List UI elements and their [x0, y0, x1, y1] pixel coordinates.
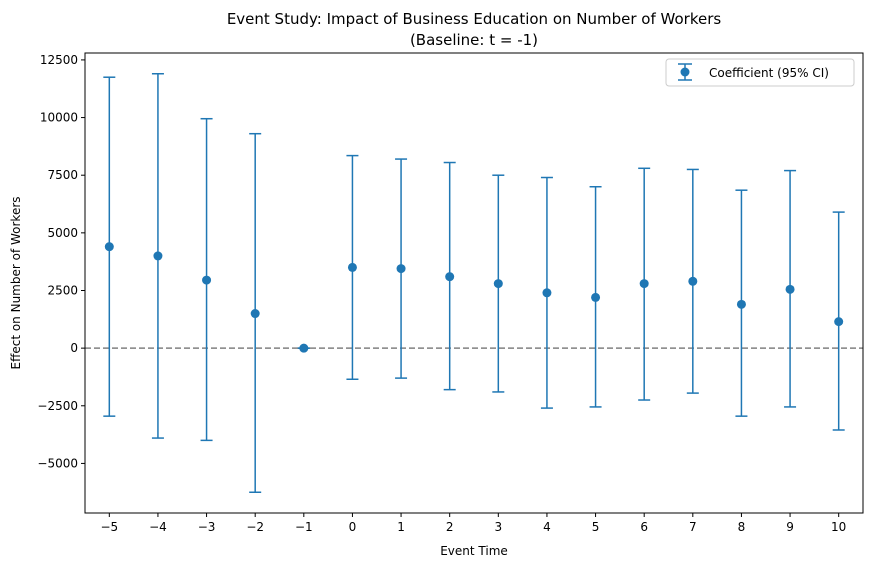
x-tick-label: 7	[689, 520, 697, 534]
x-tick-label: 10	[831, 520, 846, 534]
x-tick-label: −3	[198, 520, 216, 534]
y-tick-label: 7500	[47, 168, 78, 182]
x-tick-label: 8	[738, 520, 746, 534]
data-point	[153, 251, 163, 261]
x-tick-label: 2	[446, 520, 454, 534]
data-point	[493, 279, 503, 289]
legend-label: Coefficient (95% CI)	[709, 66, 829, 80]
x-tick-label: 0	[349, 520, 357, 534]
data-point	[785, 284, 795, 294]
y-tick-label: 12500	[40, 53, 78, 67]
x-tick-label: −1	[295, 520, 313, 534]
x-tick-label: −4	[149, 520, 167, 534]
y-tick-label: 5000	[47, 226, 78, 240]
y-tick-label: 2500	[47, 283, 78, 297]
data-point	[736, 299, 746, 309]
x-axis-label: Event Time	[440, 544, 508, 558]
y-tick-label: −5000	[37, 456, 78, 470]
plot-frame	[84, 52, 864, 514]
x-tick-label: 6	[640, 520, 648, 534]
x-tick-label: −2	[246, 520, 264, 534]
data-point	[542, 288, 552, 298]
x-tick-label: 9	[786, 520, 794, 534]
data-point	[639, 279, 649, 289]
legend-box	[665, 58, 855, 87]
chart-title: Event Study: Impact of Business Educatio…	[227, 10, 722, 28]
data-point	[445, 272, 455, 282]
data-point	[250, 309, 260, 319]
data-point	[396, 264, 406, 274]
y-axis-label: Effect on Number of Workers	[9, 196, 23, 369]
x-tick-label: 1	[397, 520, 405, 534]
y-tick-label: 10000	[40, 111, 78, 125]
data-point	[347, 262, 357, 272]
x-tick-label: 3	[494, 520, 502, 534]
plot-area: −5 −4 −3 −2 −1 0 1 2 3 4 5 6 7 8 9 10 −5000 −2500 0 2500 500…	[37, 52, 864, 534]
data-point	[834, 317, 844, 327]
legend: Coefficient (95% CI)	[665, 58, 855, 87]
y-tick-label: −2500	[37, 399, 78, 413]
x-tick-label: −5	[100, 520, 118, 534]
data-point	[202, 275, 212, 285]
legend-marker	[680, 67, 690, 77]
chart-subtitle: (Baseline: t = -1)	[410, 31, 538, 49]
x-tick-label: 4	[543, 520, 551, 534]
x-tick-label: 5	[592, 520, 600, 534]
data-point	[104, 242, 114, 252]
data-point	[688, 276, 698, 286]
data-point	[591, 292, 601, 302]
data-point	[299, 343, 309, 353]
y-tick-label: 0	[70, 341, 78, 355]
